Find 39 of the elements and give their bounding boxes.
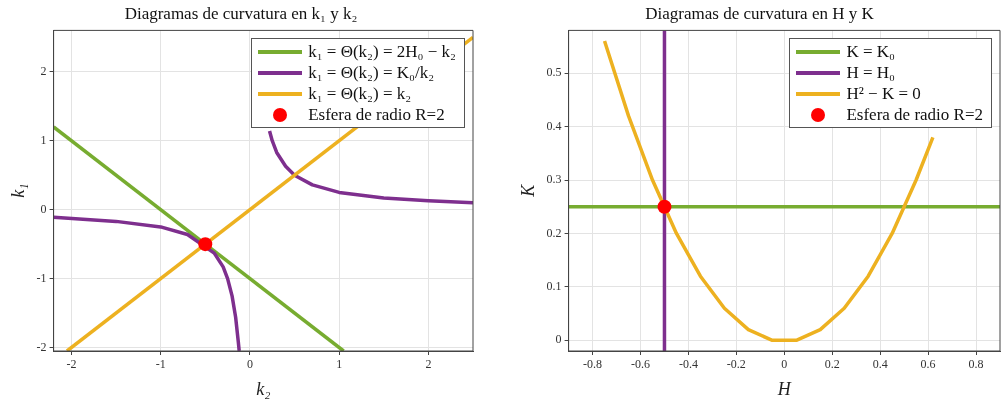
legend-label: Esfera de radio R=2 [308, 104, 445, 126]
y-tick-label: -2 [36, 339, 47, 354]
x-tick-label: 0.2 [824, 357, 840, 372]
x-axis-title: H [776, 378, 792, 399]
x-tick-label: -2 [66, 357, 77, 372]
y-tick-label: -1 [36, 270, 47, 285]
y-tick-label: 0 [40, 201, 47, 216]
x-tick-label: -0.2 [726, 357, 746, 372]
y-axis-title: K [517, 183, 538, 198]
legend-label: Esfera de radio R=2 [846, 104, 983, 126]
x-tick-label: 0.6 [920, 357, 936, 372]
x-tick-label: -0.4 [678, 357, 698, 372]
legend-label: H = H₀ [846, 62, 895, 84]
y-tick-label: 0 [555, 332, 562, 347]
legend-label: k₁ = Θ(k₂) = 2H₀ − k₂ [308, 41, 456, 63]
y-tick-label: 1 [40, 132, 47, 147]
y-tick-label: 0.4 [546, 118, 562, 133]
x-tick-label: 1 [336, 357, 343, 372]
y-tick-label: 2 [40, 63, 47, 78]
x-axis-title: k₂ [256, 378, 271, 399]
x-tick-label: 0.8 [968, 357, 984, 372]
y-axis-title: k₁ [7, 183, 28, 198]
x-tick-label: 0 [246, 357, 253, 372]
legend-label: K = K₀ [846, 41, 895, 63]
legend-label: k₁ = Θ(k₂) = K₀/k₂ [308, 62, 435, 84]
chart-title: Diagramas de curvatura en k₁ y k₂ [124, 3, 358, 23]
legend-label: k₁ = Θ(k₂) = k₂ [308, 83, 412, 105]
y-tick-label: 0.5 [546, 65, 562, 80]
x-tick-label: 0 [781, 357, 788, 372]
y-tick-label: 0.3 [546, 172, 562, 187]
legend-label: H² − K = 0 [846, 83, 921, 105]
y-tick-label: 0.2 [546, 225, 562, 240]
x-tick-label: -0.8 [583, 357, 603, 372]
y-tick-label: 0.1 [546, 279, 562, 294]
x-tick-label: -0.6 [631, 357, 650, 372]
x-tick-label: 0.4 [872, 357, 888, 372]
x-tick-label: -1 [155, 357, 166, 372]
chart-title: Diagramas de curvatura en H y K [645, 3, 875, 23]
x-tick-label: 2 [425, 357, 432, 372]
